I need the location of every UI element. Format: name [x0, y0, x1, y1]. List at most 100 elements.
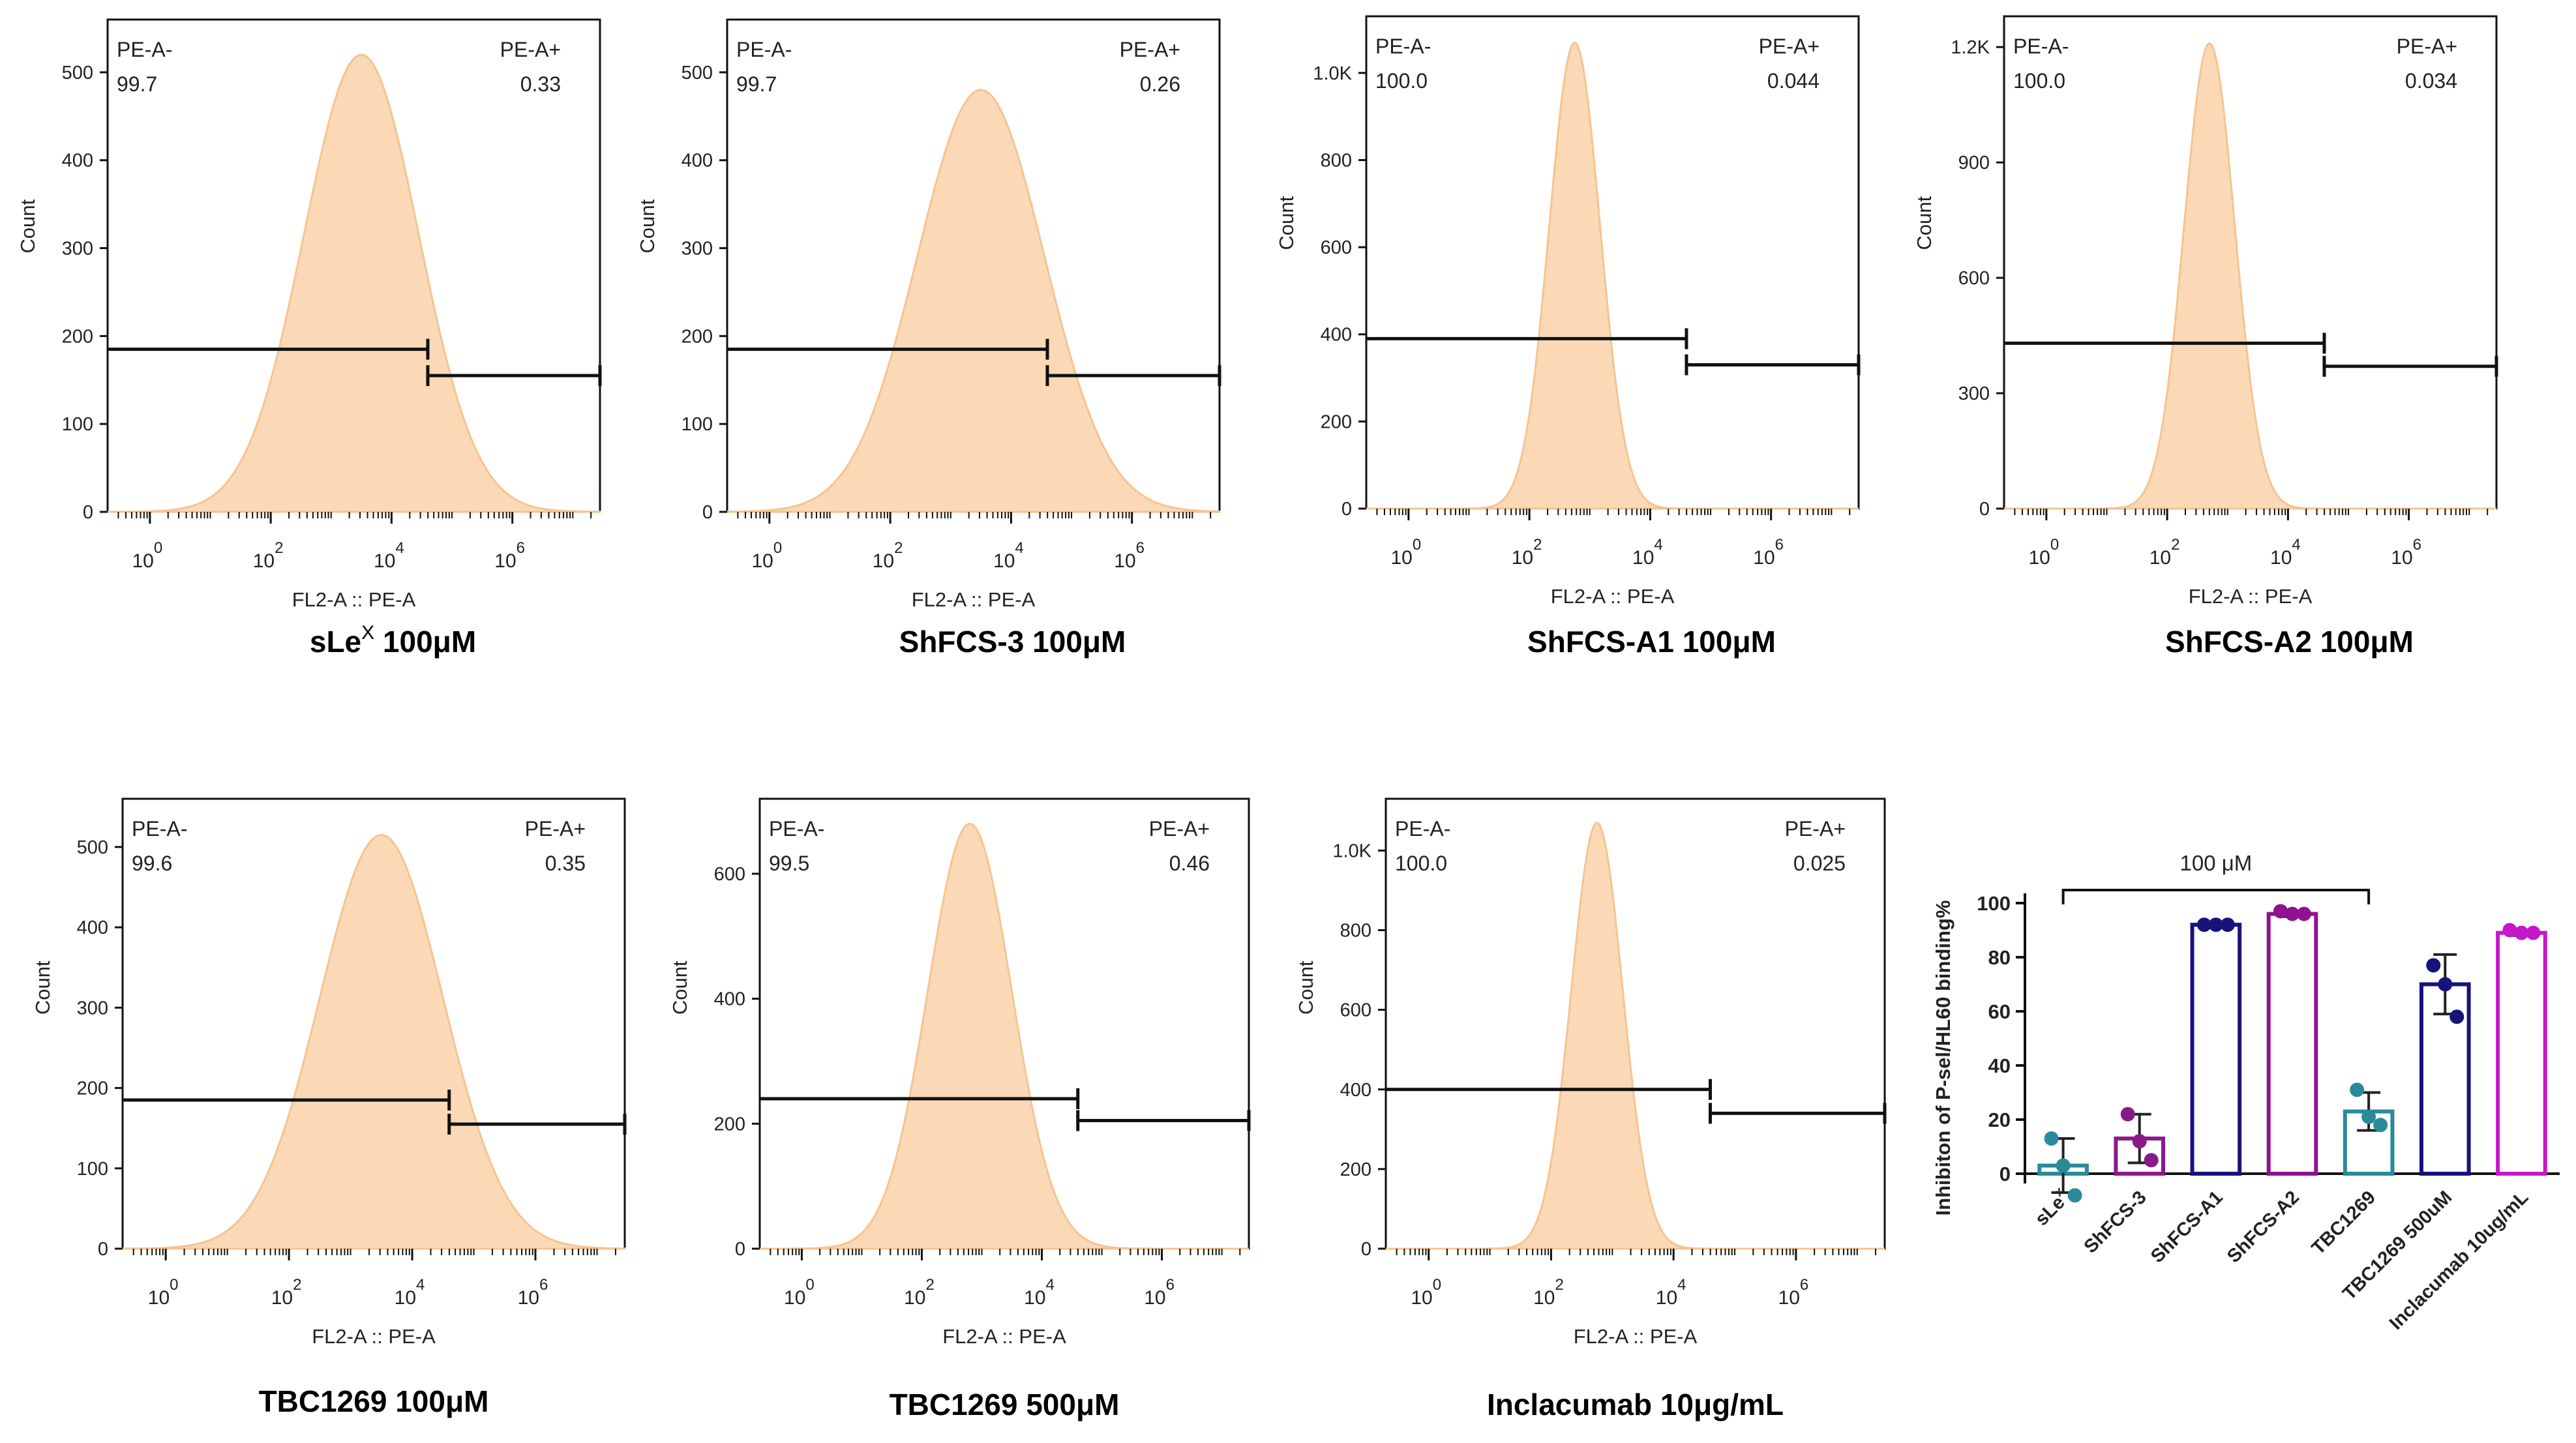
y-tick-label: 200 [1321, 411, 1352, 432]
x-tick-label: 106 [518, 1276, 548, 1309]
data-point [2220, 917, 2235, 932]
x-tick-label: 102 [1533, 1276, 1564, 1309]
gate-negative-value: 100.0 [1395, 852, 1447, 875]
data-point [2526, 925, 2541, 940]
data-point [2120, 1107, 2135, 1122]
y-axis-label: Count [1913, 196, 1936, 250]
x-tick-label: 106 [2391, 536, 2421, 569]
bar-y-tick-label: 40 [1988, 1054, 2011, 1077]
data-point [2449, 1009, 2464, 1024]
gate-positive-label: PE-A+ [1149, 817, 1210, 841]
y-tick-label: 0 [98, 1239, 108, 1260]
y-tick-label: 800 [1321, 150, 1352, 171]
y-tick-label: 300 [77, 998, 108, 1019]
y-tick-label: 100 [77, 1159, 108, 1180]
bar-4 [2266, 912, 2318, 1176]
gate-positive-label: PE-A+ [500, 38, 561, 61]
y-tick-label: 100 [681, 414, 713, 435]
gate-negative-label: PE-A- [1375, 35, 1431, 58]
data-point [2297, 906, 2311, 921]
x-axis-label: FL2-A :: PE-A [312, 1325, 436, 1348]
data-point [2044, 1131, 2059, 1146]
y-tick-label: 300 [62, 239, 93, 260]
y-tick-label: 500 [681, 63, 713, 83]
y-tick-label: 300 [681, 239, 713, 260]
x-tick-label: 102 [271, 1276, 302, 1309]
bar-category-label: ShFCS-3 [2080, 1187, 2151, 1257]
x-tick-label: 100 [784, 1276, 815, 1309]
y-tick-label: 100 [62, 414, 93, 435]
panel-title: TBC1269 500μM [890, 1388, 1120, 1421]
panel-title: TBC1269 100μM [259, 1384, 489, 1418]
gate-positive-value: 0.33 [520, 72, 561, 96]
y-tick-label: 400 [62, 151, 93, 171]
x-tick-label: 100 [2028, 536, 2059, 569]
gate-positive-value: 0.034 [2405, 69, 2457, 93]
x-tick-label: 100 [1411, 1276, 1441, 1309]
panel-title: ShFCS-A1 100μM [1527, 625, 1776, 659]
bar-y-tick-label: 60 [1988, 1000, 2011, 1023]
y-axis-label: Count [31, 960, 54, 1015]
data-point [2056, 1158, 2071, 1173]
gate-negative-label: PE-A- [736, 38, 792, 61]
x-tick-label: 106 [1753, 536, 1784, 569]
inhibition-bar-chart: 0 20 40 60 80 100 Inhibiton of P-sel/HL60 bind… [1932, 851, 2560, 1334]
gate-positive-value: 0.26 [1140, 72, 1180, 96]
y-tick-label: 400 [1340, 1080, 1371, 1101]
gate-positive-label: PE-A+ [2397, 35, 2457, 58]
histogram-peak [121, 833, 626, 1250]
panel-title: ShFCS-3 100μM [899, 625, 1126, 659]
data-point [2208, 917, 2223, 932]
bracket-100um [2061, 889, 2371, 904]
y-tick-label: 200 [62, 326, 93, 347]
x-tick-label: 104 [993, 539, 1024, 572]
y-tick-label: 0 [1341, 499, 1352, 520]
bar-y-tick-label: 0 [1999, 1163, 2011, 1185]
gate-positive-value: 0.025 [1793, 852, 1846, 875]
gate-negative-value: 99.6 [132, 852, 172, 875]
histogram-peak [1386, 822, 1885, 1250]
y-axis-label: Count [1275, 196, 1298, 250]
data-point [2373, 1118, 2388, 1133]
x-tick-label: 104 [1024, 1276, 1055, 1309]
bracket-label: 100 μM [2179, 851, 2252, 875]
bar-y-tick-label: 100 [1977, 892, 2011, 915]
y-tick-label: 0 [83, 502, 93, 523]
data-point [2067, 1188, 2082, 1203]
gate-positive-label: PE-A+ [525, 817, 586, 841]
x-tick-label: 104 [395, 1276, 425, 1309]
data-point [2196, 917, 2211, 932]
x-tick-label: 106 [1114, 539, 1145, 572]
x-axis-label: FL2-A :: PE-A [292, 588, 416, 611]
x-tick-label: 100 [148, 1276, 179, 1309]
y-tick-label: 900 [1958, 153, 1990, 173]
bar-y-axis-label: Inhibiton of P-sel/HL60 binding% [1932, 900, 1954, 1216]
y-tick-label: 0 [735, 1239, 745, 1260]
y-axis-label: Count [1295, 960, 1317, 1015]
bar-category-label: ShFCS-A2 [2223, 1187, 2303, 1267]
y-axis-label: Count [636, 199, 659, 253]
x-tick-label: 100 [1390, 536, 1421, 569]
x-tick-label: 100 [751, 539, 782, 572]
x-tick-label: 106 [494, 539, 525, 572]
gate-negative-label: PE-A- [132, 817, 187, 841]
gate-negative-label: PE-A- [1395, 817, 1450, 841]
histogram-peak [108, 53, 601, 513]
data-point [2426, 958, 2441, 973]
y-axis-label: Count [668, 960, 691, 1015]
x-tick-label: 104 [1632, 536, 1663, 569]
y-tick-label: 200 [77, 1079, 108, 1099]
y-tick-label: 400 [77, 917, 108, 938]
data-point [2273, 904, 2288, 919]
gate-negative-value: 99.5 [769, 852, 809, 875]
x-tick-label: 102 [1512, 536, 1542, 569]
y-tick-label: 400 [681, 151, 713, 171]
x-tick-label: 102 [873, 539, 903, 572]
x-tick-label: 106 [1778, 1276, 1809, 1309]
y-tick-label: 0 [1979, 499, 1990, 520]
